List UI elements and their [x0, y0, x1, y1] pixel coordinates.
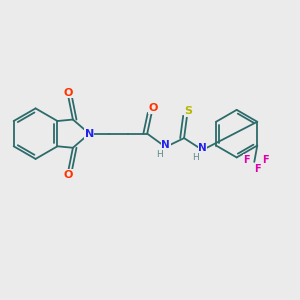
Text: O: O	[64, 88, 73, 98]
Text: H: H	[156, 150, 163, 159]
Text: S: S	[184, 106, 193, 116]
Text: H: H	[192, 153, 198, 162]
Text: F: F	[254, 164, 261, 174]
Text: N: N	[85, 129, 94, 139]
Text: O: O	[148, 103, 158, 113]
Text: N: N	[198, 142, 207, 153]
Text: F: F	[244, 154, 250, 164]
Text: O: O	[64, 169, 73, 179]
Text: F: F	[262, 154, 269, 164]
Text: N: N	[161, 140, 170, 150]
